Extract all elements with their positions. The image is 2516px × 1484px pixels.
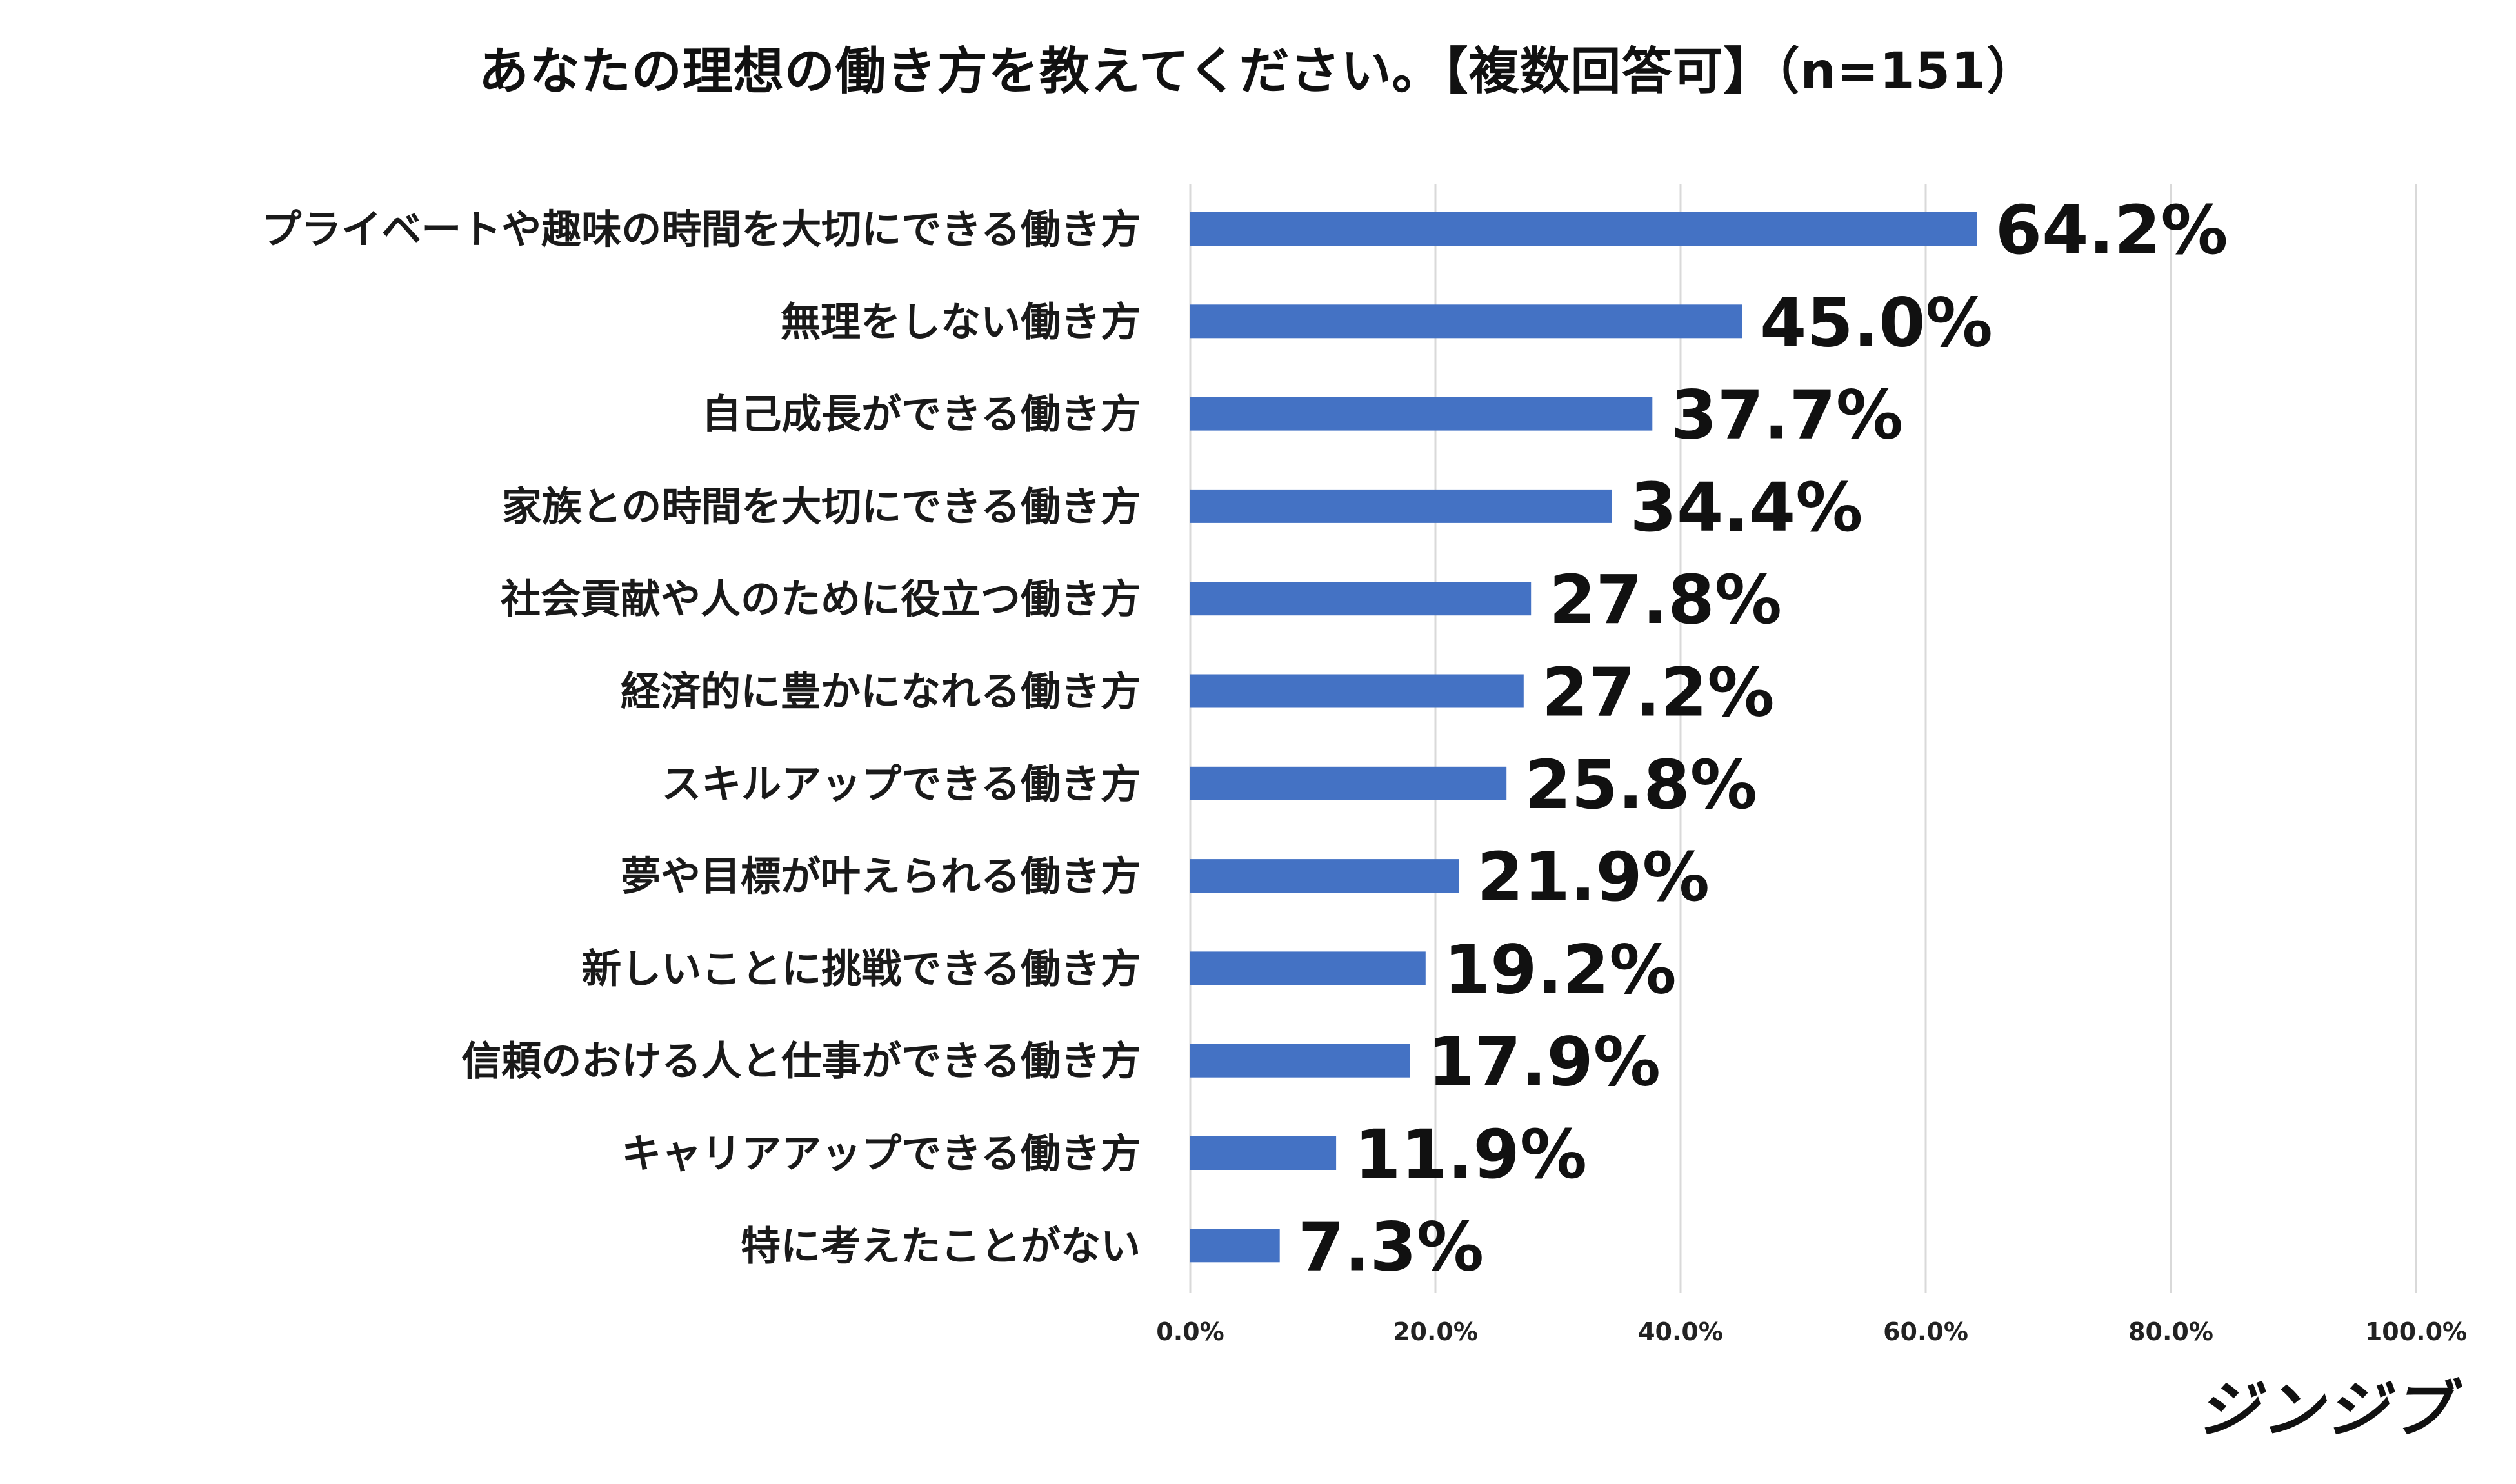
bar (1190, 951, 1426, 985)
bar (1190, 766, 1507, 800)
value-label: 19.2% (1444, 930, 1677, 1009)
value-label: 27.8% (1549, 560, 1782, 639)
value-label: 11.9% (1354, 1115, 1587, 1194)
category-label: 新しいことに挑戦できる働き方 (581, 945, 1141, 992)
chart-title: あなたの理想の働き方を教えてください。【複数回答可】（n=151） (478, 43, 2038, 101)
bar (1190, 397, 1653, 431)
bar (1190, 1044, 1410, 1078)
x-tick-label: 60.0% (1883, 1318, 1968, 1346)
bar (1190, 1136, 1337, 1170)
category-label: 特に考えたことがない (741, 1222, 1141, 1269)
value-label: 45.0% (1760, 283, 1993, 362)
x-tick-label: 40.0% (1638, 1318, 1723, 1346)
category-label: 家族との時間を大切にできる働き方 (502, 483, 1141, 530)
x-tick-label: 100.0% (2365, 1318, 2467, 1346)
value-label: 27.2% (1542, 653, 1775, 732)
x-tick-label: 80.0% (2128, 1318, 2213, 1346)
value-label: 37.7% (1670, 376, 1903, 455)
category-label: 経済的に豊かになれる働き方 (621, 668, 1141, 715)
bar (1190, 304, 1742, 339)
bar (1190, 582, 1532, 616)
category-label: 信頼のおける人と仕事ができる働き方 (461, 1038, 1141, 1085)
value-label: 7.3% (1298, 1207, 1484, 1286)
bars (1190, 212, 1977, 1263)
category-label: 無理をしない働き方 (781, 298, 1141, 345)
bar (1190, 489, 1612, 523)
brand-logo: ジンジブ (2197, 1374, 2455, 1446)
x-tick-label: 20.0% (1393, 1318, 1478, 1346)
x-tick-label: 0.0% (1156, 1318, 1224, 1346)
value-label: 64.2% (1995, 191, 2228, 270)
grid-lines (1189, 184, 2417, 1293)
category-label: キャリアアップできる働き方 (621, 1130, 1141, 1177)
bar (1190, 674, 1524, 708)
bar (1190, 1229, 1280, 1263)
bar (1190, 212, 1977, 246)
value-label: 25.8% (1524, 746, 1757, 824)
category-label: 夢や目標が叶えられる働き方 (621, 853, 1141, 900)
labels: 0.0% 20.0% 40.0% 60.0% 80.0% 100.0% プライベートや趣味の… (261, 191, 2467, 1346)
category-label: プライベートや趣味の時間を大切にできる働き方 (261, 206, 1141, 253)
value-label: 34.4% (1630, 468, 1863, 547)
value-label: 21.9% (1477, 838, 1710, 916)
category-label: 社会貢献や人のために役立つ働き方 (501, 575, 1141, 622)
value-label: 17.9% (1428, 1023, 1661, 1102)
bar (1190, 859, 1459, 893)
category-label: 自己成長ができる働き方 (701, 391, 1141, 438)
category-label: スキルアップできる働き方 (661, 760, 1141, 807)
